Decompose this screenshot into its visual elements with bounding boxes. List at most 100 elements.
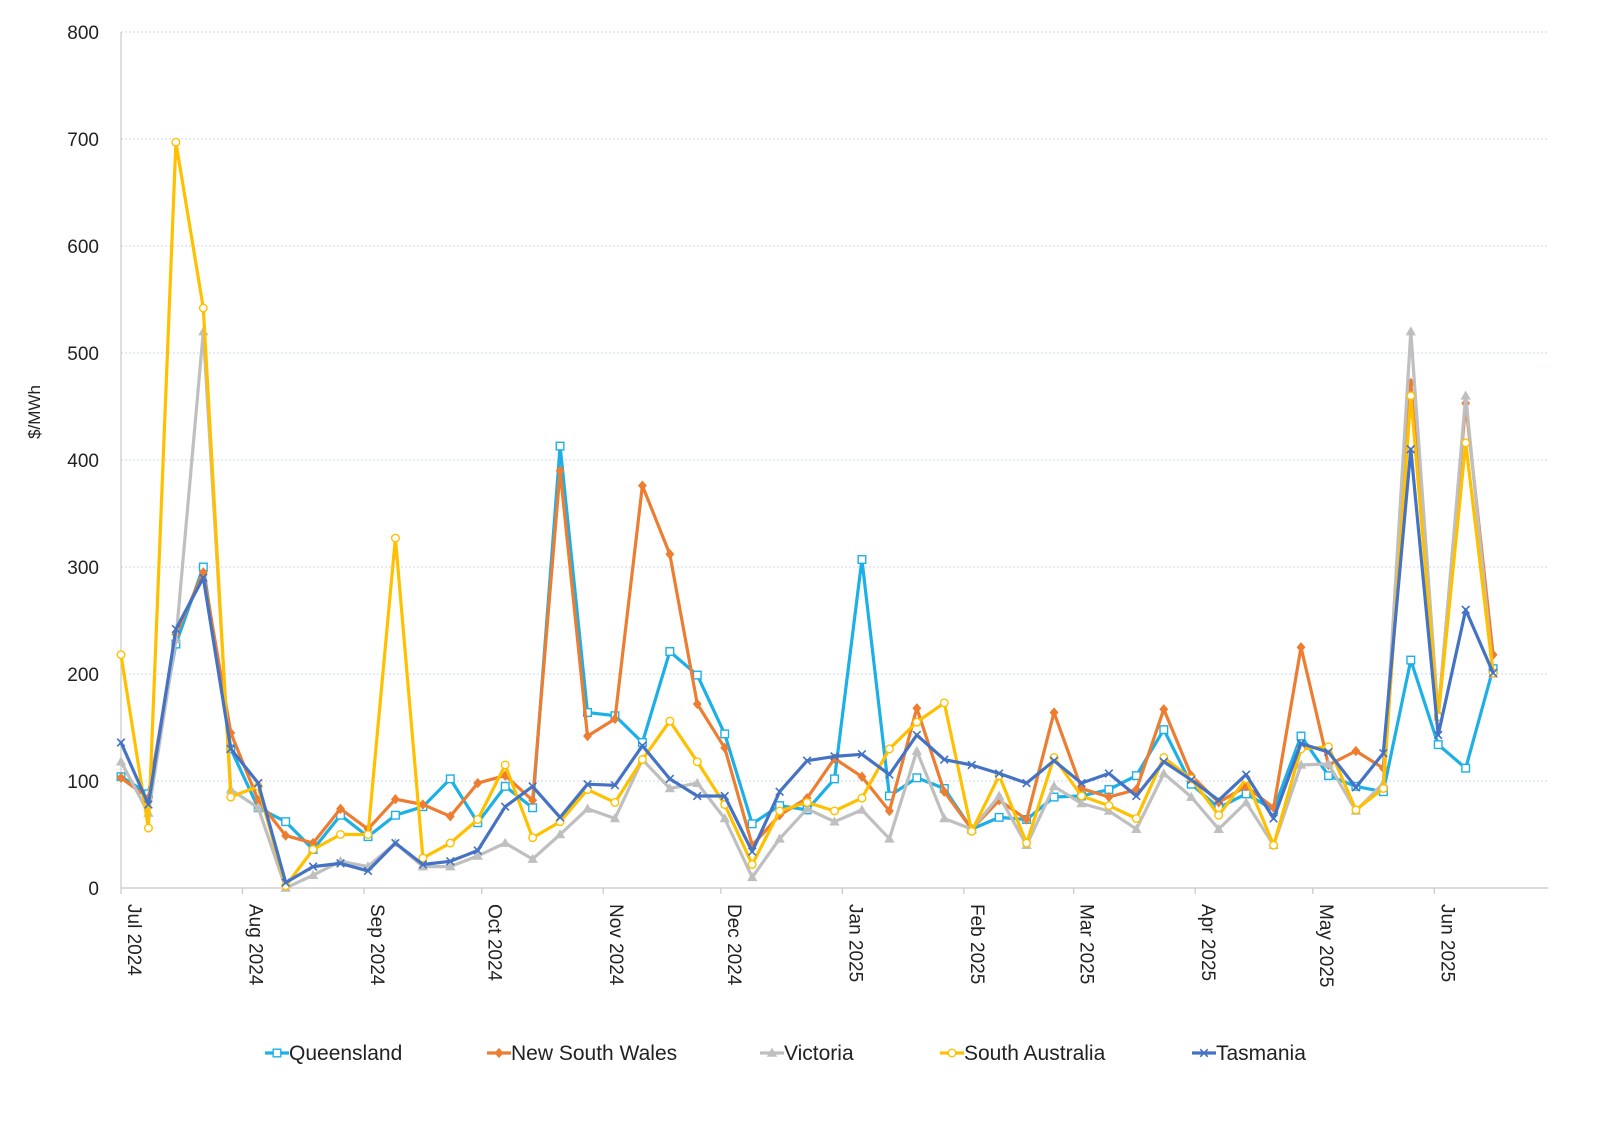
- data-point: [336, 859, 345, 868]
- y-tick-label: 600: [67, 237, 99, 258]
- x-tick-label: Jul 2024: [123, 904, 144, 976]
- data-point: [583, 779, 592, 789]
- data-point: [830, 774, 840, 784]
- data-point: [1460, 390, 1471, 400]
- data-point: [802, 797, 812, 807]
- data-point: [308, 844, 318, 854]
- data-point: [1131, 813, 1141, 823]
- data-point: [692, 791, 702, 801]
- data-point: [445, 811, 455, 822]
- data-point: [1323, 771, 1333, 781]
- data-point: [1049, 756, 1059, 766]
- axes: $/MWh 0 100 200 300 400 500 600 700 800 Jul 2024 A…: [25, 23, 1548, 987]
- data-point: [253, 802, 264, 812]
- data-point: [116, 738, 126, 747]
- x-tick-label: Oct 2024: [484, 904, 505, 982]
- data-point: [472, 850, 483, 860]
- legend-label: South Australia: [964, 1042, 1106, 1065]
- data-point: [1048, 781, 1060, 791]
- data-point: [1405, 326, 1416, 336]
- gridlines: [121, 31, 1548, 782]
- data-point: [857, 793, 867, 803]
- data-point: [1296, 642, 1306, 653]
- data-point: [116, 772, 126, 783]
- data-point: [445, 774, 455, 784]
- legend-item: South Australia: [940, 1042, 1106, 1065]
- data-point: [1159, 704, 1169, 715]
- data-point: [939, 786, 949, 797]
- series-lines: [115, 137, 1499, 892]
- y-tick-label: 200: [67, 665, 99, 686]
- data-point: [418, 860, 428, 869]
- data-point: [747, 871, 758, 882]
- data-point: [801, 803, 813, 813]
- legend-label: Tasmania: [1216, 1042, 1306, 1065]
- data-point: [336, 803, 345, 814]
- data-point: [720, 729, 730, 739]
- data-point: [445, 838, 455, 848]
- data-point: [336, 830, 346, 840]
- data-point: [198, 573, 208, 583]
- x-tick-label: Apr 2025: [1197, 904, 1218, 981]
- data-point: [1351, 745, 1361, 757]
- data-point: [829, 816, 840, 826]
- data-point: [856, 804, 868, 814]
- series-new-south-wales: [116, 377, 1498, 851]
- data-point: [1240, 797, 1252, 807]
- data-point: [747, 847, 757, 856]
- data-point: [1022, 778, 1031, 788]
- data-point: [363, 866, 373, 876]
- data-point: [857, 749, 867, 759]
- y-tick-label: 800: [67, 23, 99, 44]
- data-point: [528, 795, 538, 806]
- data-point: [609, 813, 621, 823]
- data-point: [747, 859, 757, 869]
- data-point: [1022, 838, 1032, 848]
- data-point: [554, 829, 566, 839]
- data-point: [1104, 769, 1114, 778]
- data-point: [912, 703, 922, 714]
- data-point: [391, 838, 400, 848]
- legend-marker: [766, 1047, 778, 1057]
- data-point: [637, 755, 647, 765]
- data-point: [939, 755, 949, 764]
- data-point: [912, 730, 922, 740]
- data-point: [1323, 758, 1334, 768]
- data-point: [1324, 747, 1333, 757]
- x-tick-label: Sep 2024: [366, 904, 387, 986]
- data-point: [665, 716, 675, 726]
- data-point: [500, 802, 510, 812]
- data-point: [1378, 748, 1388, 758]
- data-point: [527, 853, 538, 863]
- data-point: [1159, 725, 1169, 735]
- x-tick-label: Jan 2025: [844, 904, 865, 982]
- data-point: [418, 853, 428, 863]
- data-point: [555, 813, 565, 822]
- data-point: [1461, 438, 1471, 448]
- data-point: [555, 465, 565, 476]
- y-axis-title: $/MWh: [25, 385, 44, 439]
- data-point: [144, 800, 153, 809]
- legend-label: Queensland: [289, 1042, 402, 1065]
- data-point: [857, 771, 867, 782]
- data-point: [253, 778, 263, 788]
- data-point: [1076, 798, 1087, 808]
- data-point: [1022, 814, 1032, 825]
- data-point: [390, 810, 400, 820]
- data-point: [1296, 739, 1306, 748]
- data-point: [1104, 801, 1114, 811]
- series-tasmania: [116, 444, 1498, 888]
- data-point: [1269, 802, 1279, 813]
- data-point: [912, 773, 922, 783]
- data-point: [830, 752, 839, 761]
- series-line: [119, 447, 1495, 885]
- data-point: [473, 815, 483, 825]
- data-point: [143, 823, 153, 833]
- data-point: [638, 741, 647, 751]
- legend-item: Tasmania: [1192, 1042, 1306, 1065]
- data-point: [665, 774, 675, 784]
- data-point: [363, 830, 373, 840]
- data-point: [610, 780, 620, 790]
- data-point: [665, 647, 675, 657]
